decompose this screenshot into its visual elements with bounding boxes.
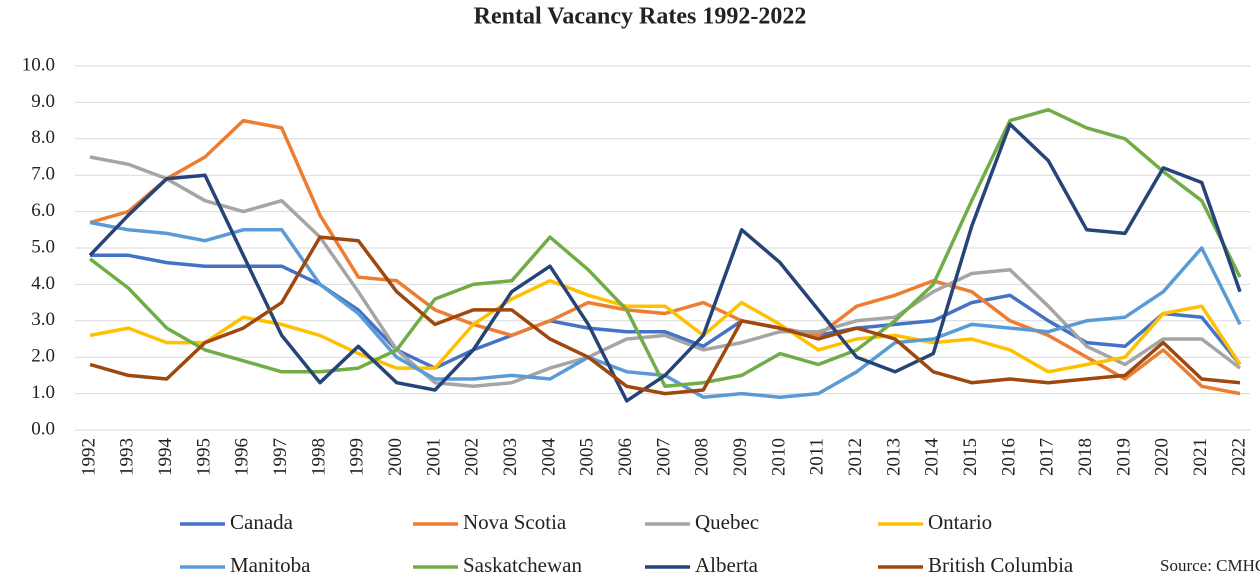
x-tick-label: 2018 bbox=[1075, 438, 1096, 476]
legend-label: Alberta bbox=[695, 553, 759, 577]
x-tick-label: 2004 bbox=[538, 438, 559, 477]
x-tick-label: 1993 bbox=[117, 438, 138, 476]
legend-label: Quebec bbox=[695, 510, 759, 534]
legend-label: Ontario bbox=[928, 510, 992, 534]
x-tick-label: 2013 bbox=[883, 438, 904, 476]
legend-label: British Columbia bbox=[928, 553, 1074, 577]
x-tick-label: 2008 bbox=[692, 438, 713, 476]
x-tick-label: 1992 bbox=[78, 438, 99, 476]
series-line bbox=[89, 220, 1242, 399]
legend-label: Nova Scotia bbox=[463, 510, 567, 534]
x-tick-label: 1996 bbox=[232, 438, 253, 476]
y-tick-label: 10.0 bbox=[22, 54, 55, 75]
y-tick-label: 0.0 bbox=[31, 418, 55, 439]
x-tick-label: 2002 bbox=[462, 438, 483, 476]
x-tick-label: 2007 bbox=[653, 438, 674, 476]
x-tick-label: 1995 bbox=[193, 438, 214, 476]
series-line bbox=[89, 155, 1242, 389]
x-tick-label: 2003 bbox=[500, 438, 521, 476]
y-tick-label: 2.0 bbox=[31, 346, 55, 367]
series-line bbox=[89, 118, 1241, 396]
x-tick-label: 1994 bbox=[155, 438, 176, 477]
y-tick-label: 1.0 bbox=[31, 382, 55, 403]
series-line bbox=[88, 122, 1242, 403]
y-tick-label: 8.0 bbox=[31, 127, 55, 148]
series-line bbox=[88, 107, 1242, 389]
series-line bbox=[89, 235, 1241, 396]
series-line bbox=[89, 279, 1242, 374]
x-tick-label: 2014 bbox=[922, 438, 943, 477]
chart-title: Rental Vacancy Rates 1992-2022 bbox=[474, 4, 807, 30]
y-tick-label: 9.0 bbox=[31, 91, 55, 112]
y-tick-label: 3.0 bbox=[31, 309, 55, 330]
x-tick-label: 1998 bbox=[308, 438, 329, 476]
source-note: Source: CMHC bbox=[1160, 556, 1260, 575]
x-tick-label: 2005 bbox=[577, 438, 598, 476]
series-line bbox=[90, 253, 1242, 370]
y-tick-label: 4.0 bbox=[31, 273, 55, 294]
x-tick-label: 2000 bbox=[385, 438, 406, 476]
x-tick-label: 1997 bbox=[270, 438, 291, 476]
x-tick-label: 2011 bbox=[807, 438, 828, 475]
legend-label: Manitoba bbox=[230, 553, 311, 577]
x-tick-label: 2015 bbox=[960, 438, 981, 476]
x-tick-label: 2021 bbox=[1190, 438, 1211, 476]
x-tick-label: 2006 bbox=[615, 438, 636, 476]
x-tick-label: 2001 bbox=[423, 438, 444, 476]
legend-label: Canada bbox=[230, 510, 294, 534]
x-tick-label: 2022 bbox=[1228, 438, 1249, 476]
x-tick-label: 2010 bbox=[768, 438, 789, 476]
x-tick-label: 2020 bbox=[1152, 438, 1173, 476]
x-tick-label: 2019 bbox=[1113, 438, 1134, 476]
x-tick-label: 2009 bbox=[730, 438, 751, 476]
y-tick-label: 5.0 bbox=[31, 236, 55, 257]
x-tick-label: 2017 bbox=[1037, 438, 1058, 476]
legend-label: Saskatchewan bbox=[463, 553, 582, 577]
x-tick-label: 2012 bbox=[845, 438, 866, 476]
x-tick-label: 1999 bbox=[347, 438, 368, 476]
y-tick-label: 7.0 bbox=[31, 164, 55, 185]
x-tick-label: 2016 bbox=[998, 438, 1019, 476]
y-tick-label: 6.0 bbox=[31, 200, 55, 221]
